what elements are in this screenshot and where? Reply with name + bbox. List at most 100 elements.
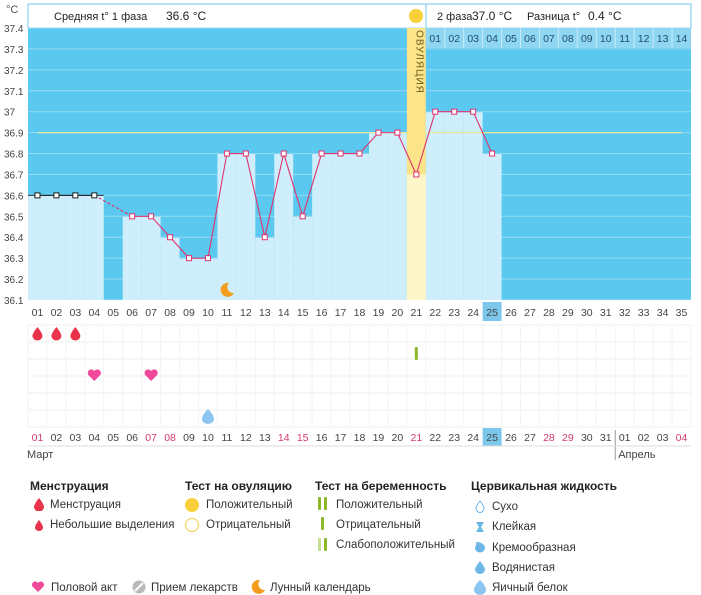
temperature-point[interactable] — [394, 129, 401, 136]
calendar-day-label[interactable]: 12 — [240, 432, 252, 444]
calendar-day-label[interactable]: 08 — [164, 432, 176, 444]
cycle-day-label[interactable]: 14 — [278, 307, 290, 319]
cycle-day-label[interactable]: 24 — [467, 307, 479, 319]
pregnancy-test-icon[interactable] — [414, 347, 418, 360]
cycle-day-label[interactable]: 03 — [70, 307, 82, 319]
temperature-point[interactable] — [261, 234, 268, 241]
calendar-day-label[interactable]: 02 — [638, 432, 650, 444]
calendar-day-label[interactable]: 22 — [429, 432, 441, 444]
cycle-day-label[interactable]: 19 — [373, 307, 385, 319]
calendar-day-label[interactable]: 11 — [221, 432, 232, 444]
cycle-day-label[interactable]: 08 — [164, 307, 176, 319]
cycle-day-label[interactable]: 28 — [543, 307, 555, 319]
cycle-day-label[interactable]: 12 — [240, 307, 252, 319]
calendar-day-label[interactable]: 15 — [297, 432, 309, 444]
temperature-point[interactable] — [34, 192, 41, 199]
temperature-point[interactable] — [432, 108, 439, 115]
calendar-day-label[interactable]: 23 — [448, 432, 460, 444]
calendar-day-label[interactable]: 21 — [410, 432, 422, 444]
cycle-day-label[interactable]: 13 — [259, 307, 271, 319]
temperature-point[interactable] — [129, 213, 136, 220]
calendar-day-label[interactable]: 01 — [619, 432, 631, 444]
temperature-point[interactable] — [318, 150, 325, 157]
calendar-day-label[interactable]: 02 — [51, 432, 63, 444]
cycle-day-label[interactable]: 16 — [316, 307, 328, 319]
cycle-day-label[interactable]: 22 — [429, 307, 441, 319]
cycle-day-label[interactable]: 25 — [486, 307, 498, 319]
temperature-point[interactable] — [148, 213, 155, 220]
cycle-day-label[interactable]: 04 — [88, 307, 100, 319]
cycle-day-label[interactable]: 26 — [505, 307, 517, 319]
cycle-day-label[interactable]: 01 — [32, 307, 44, 319]
calendar-day-label[interactable]: 27 — [524, 432, 536, 444]
calendar-day-label[interactable]: 14 — [278, 432, 290, 444]
temperature-point[interactable] — [413, 171, 420, 178]
cycle-day-label[interactable]: 30 — [581, 307, 593, 319]
cycle-day-label[interactable]: 29 — [562, 307, 574, 319]
calendar-day-label[interactable]: 01 — [32, 432, 44, 444]
cycle-day-label[interactable]: 33 — [638, 307, 650, 319]
calendar-day-label[interactable]: 24 — [467, 432, 479, 444]
temperature-point[interactable] — [72, 192, 79, 199]
calendar-day-label[interactable]: 13 — [259, 432, 271, 444]
temperature-point[interactable] — [280, 150, 287, 157]
temperature-point[interactable] — [299, 213, 306, 220]
calendar-day-label[interactable]: 10 — [202, 432, 214, 444]
cycle-day-label[interactable]: 11 — [221, 307, 232, 319]
calendar-day-label[interactable]: 03 — [70, 432, 82, 444]
cycle-day-label[interactable]: 05 — [107, 307, 119, 319]
cycle-day-label[interactable]: 20 — [392, 307, 404, 319]
temperature-point[interactable] — [167, 234, 174, 241]
calendar-day-label[interactable]: 03 — [657, 432, 669, 444]
cycle-day-label[interactable]: 10 — [202, 307, 214, 319]
calendar-day-label[interactable]: 28 — [543, 432, 555, 444]
cycle-day-label[interactable]: 31 — [600, 307, 612, 319]
calendar-day-label[interactable]: 29 — [562, 432, 574, 444]
calendar-day-label[interactable]: 17 — [335, 432, 347, 444]
temperature-point[interactable] — [356, 150, 363, 157]
calendar-day-label[interactable]: 25 — [486, 432, 498, 444]
intercourse-heart-icon[interactable] — [144, 369, 158, 381]
calendar-day-label[interactable]: 18 — [354, 432, 366, 444]
temperature-point[interactable] — [470, 108, 477, 115]
calendar-day-label[interactable]: 09 — [183, 432, 195, 444]
calendar-day-label[interactable]: 04 — [676, 432, 688, 444]
cycle-day-label[interactable]: 34 — [657, 307, 669, 319]
menstruation-drop-icon[interactable] — [70, 327, 81, 341]
cycle-day-label[interactable]: 15 — [297, 307, 309, 319]
cycle-day-label[interactable]: 07 — [145, 307, 157, 319]
cycle-day-label[interactable]: 27 — [524, 307, 536, 319]
temperature-point[interactable] — [242, 150, 249, 157]
cycle-day-label[interactable]: 17 — [335, 307, 347, 319]
menstruation-drop-icon[interactable] — [51, 327, 62, 341]
cycle-day-label[interactable]: 09 — [183, 307, 195, 319]
temperature-point[interactable] — [375, 129, 382, 136]
calendar-day-label[interactable]: 06 — [126, 432, 138, 444]
temperature-point[interactable] — [91, 192, 98, 199]
cycle-day-label[interactable]: 21 — [410, 307, 422, 319]
calendar-day-label[interactable]: 30 — [581, 432, 593, 444]
temperature-point[interactable] — [451, 108, 458, 115]
calendar-day-label[interactable]: 07 — [145, 432, 157, 444]
calendar-day-label[interactable]: 26 — [505, 432, 517, 444]
calendar-day-label[interactable]: 04 — [88, 432, 100, 444]
calendar-day-label[interactable]: 05 — [107, 432, 119, 444]
cycle-day-label[interactable]: 06 — [126, 307, 138, 319]
temperature-point[interactable] — [223, 150, 230, 157]
cycle-day-label[interactable]: 35 — [676, 307, 688, 319]
temperature-point[interactable] — [53, 192, 60, 199]
menstruation-drop-icon[interactable] — [32, 327, 43, 341]
temperature-point[interactable] — [337, 150, 344, 157]
intercourse-heart-icon[interactable] — [87, 369, 101, 381]
cycle-day-label[interactable]: 18 — [354, 307, 366, 319]
cycle-day-label[interactable]: 32 — [619, 307, 631, 319]
cervical-egg-white-icon[interactable] — [201, 409, 214, 424]
temperature-point[interactable] — [489, 150, 496, 157]
cycle-day-label[interactable]: 02 — [51, 307, 63, 319]
calendar-day-label[interactable]: 19 — [373, 432, 385, 444]
temperature-point[interactable] — [204, 255, 211, 262]
calendar-day-label[interactable]: 31 — [600, 432, 612, 444]
calendar-day-label[interactable]: 20 — [392, 432, 404, 444]
cycle-day-label[interactable]: 23 — [448, 307, 460, 319]
temperature-point[interactable] — [186, 255, 193, 262]
